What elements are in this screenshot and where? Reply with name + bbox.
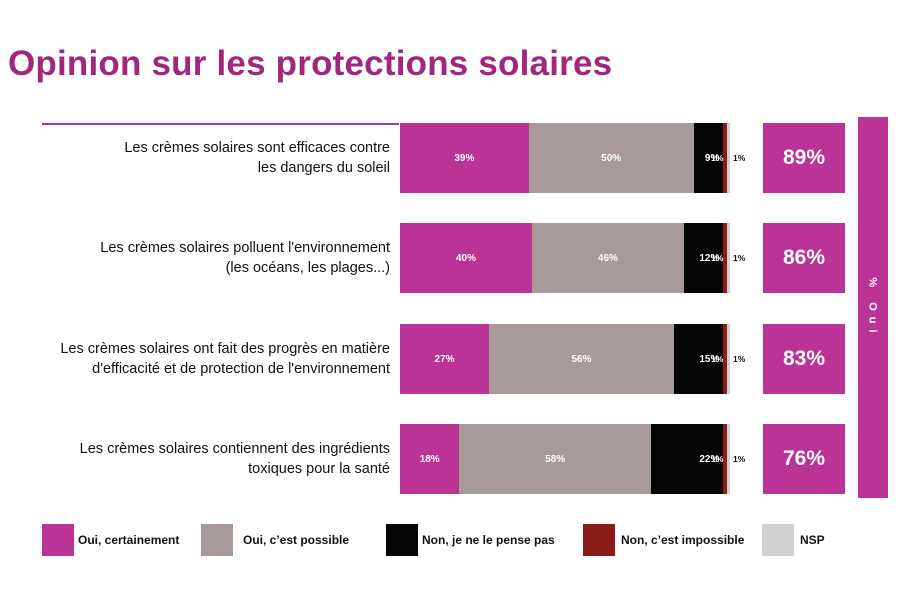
category-label: Les crèmes solaires contiennent des ingr… bbox=[20, 439, 390, 479]
category-label-line: toxiques pour la santé bbox=[248, 461, 390, 477]
bar-segment-non-pense-pas bbox=[650, 424, 724, 494]
bar-segment-oui-certainement bbox=[400, 424, 460, 494]
legend-label: Oui, c’est possible bbox=[243, 533, 350, 547]
bar-segment-oui-certainement bbox=[400, 223, 532, 293]
category-label-line: Les crèmes solaires ont fait des progrès… bbox=[60, 341, 390, 357]
bar-segment-nsp bbox=[726, 424, 730, 494]
bar-row: 18% 58% 22% 1% 1% bbox=[400, 424, 745, 494]
total-oui-value: 89% bbox=[763, 123, 845, 193]
category-label-line: les dangers du soleil bbox=[257, 160, 390, 176]
bar-segment-non-pense-pas bbox=[683, 223, 724, 293]
bar-segment-oui-possible bbox=[532, 223, 684, 293]
legend-label: Non, je ne le pense pas bbox=[422, 533, 555, 547]
bar-row: 39% 50% 9% 1% 1% bbox=[400, 123, 745, 193]
bar-segment-nsp bbox=[726, 223, 730, 293]
legend-swatch bbox=[762, 524, 794, 556]
bar-segment-oui-certainement bbox=[400, 123, 529, 193]
total-oui-value: 83% bbox=[763, 324, 845, 394]
category-label-line: d'efficacité et de protection de l'envir… bbox=[92, 361, 390, 377]
legend-label: NSP bbox=[800, 533, 825, 547]
bar-segment-non-impossible bbox=[723, 424, 727, 494]
legend-label: Oui, certainement bbox=[78, 533, 180, 547]
bar-segment-oui-possible bbox=[459, 424, 651, 494]
bar-segment-non-pense-pas bbox=[673, 324, 724, 394]
legend-swatch bbox=[386, 524, 418, 556]
category-label-line: Les crèmes solaires contiennent des ingr… bbox=[79, 441, 390, 457]
bar-segment-oui-certainement bbox=[400, 324, 490, 394]
bar-row: 27% 56% 15% 1% 1% bbox=[400, 324, 745, 394]
bar-segment-nsp bbox=[726, 123, 730, 193]
category-label-line: Les crèmes solaires polluent l'environne… bbox=[100, 240, 390, 256]
oui-total-band: % Oui bbox=[858, 117, 888, 498]
legend-label: Non, c’est impossible bbox=[621, 533, 745, 547]
bar-segment-non-pense-pas bbox=[693, 123, 724, 193]
category-label-line: Les crèmes solaires sont efficaces contr… bbox=[124, 140, 390, 156]
total-oui-value: 86% bbox=[763, 223, 845, 293]
bar-segment-non-impossible bbox=[723, 223, 727, 293]
oui-total-band-label: % Oui bbox=[867, 276, 880, 339]
total-oui-value: 76% bbox=[763, 424, 845, 494]
data-label-nsp: 1% bbox=[733, 354, 746, 364]
bar-segment-non-impossible bbox=[723, 123, 727, 193]
legend-swatch bbox=[201, 524, 233, 556]
bar-segment-oui-possible bbox=[528, 123, 694, 193]
bar-segment-oui-possible bbox=[489, 324, 674, 394]
category-label: Les crèmes solaires polluent l'environne… bbox=[20, 238, 390, 278]
data-label-nsp: 1% bbox=[733, 454, 746, 464]
legend-swatch bbox=[42, 524, 74, 556]
category-label: Les crèmes solaires sont efficaces contr… bbox=[20, 138, 390, 178]
accent-line bbox=[42, 123, 399, 125]
bar-segment-nsp bbox=[726, 324, 730, 394]
bar-row: 40% 46% 12% 1% 1% bbox=[400, 223, 745, 293]
data-label-nsp: 1% bbox=[733, 253, 746, 263]
bar-segment-non-impossible bbox=[723, 324, 727, 394]
chart-title: Opinion sur les protections solaires bbox=[8, 44, 613, 83]
category-label: Les crèmes solaires ont fait des progrès… bbox=[20, 339, 390, 379]
category-label-line: (les océans, les plages...) bbox=[225, 260, 390, 276]
data-label-nsp: 1% bbox=[733, 153, 746, 163]
legend-swatch bbox=[583, 524, 615, 556]
